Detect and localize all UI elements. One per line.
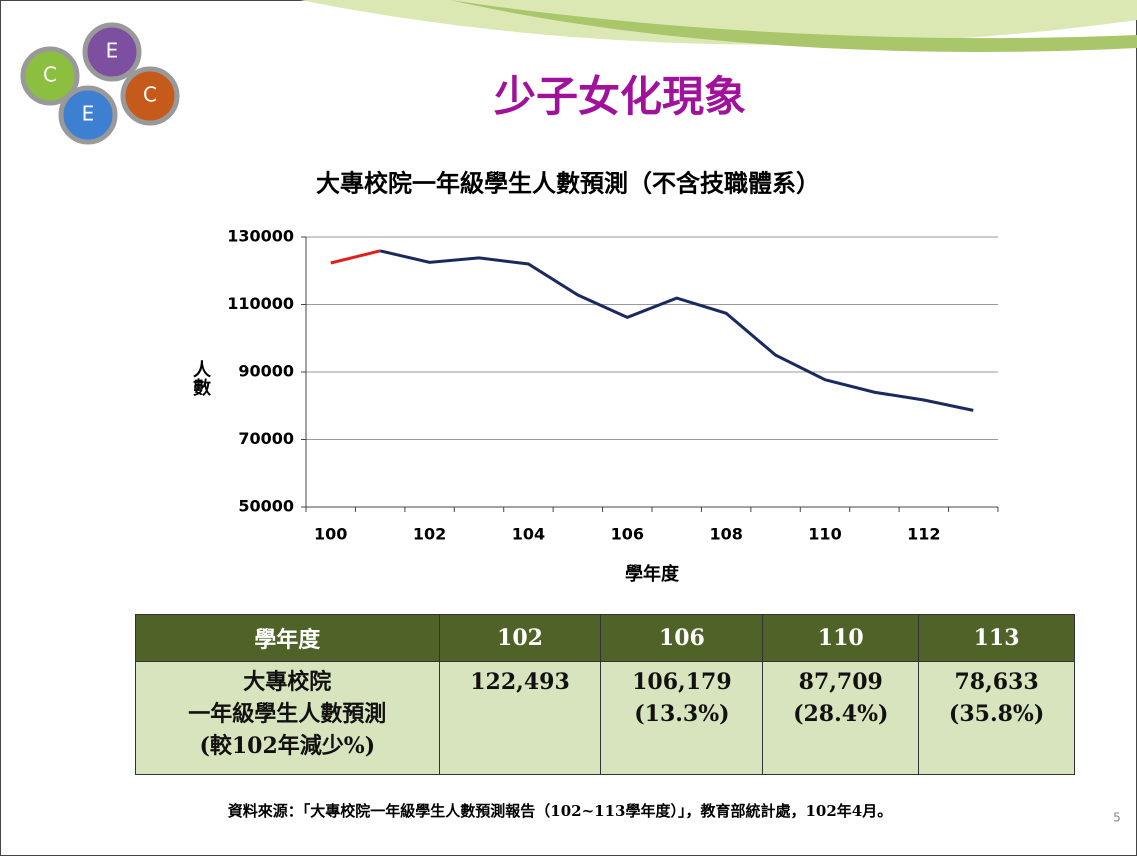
data-line [331,251,380,263]
table-cell: 78,633(35.8%) [919,662,1075,775]
chart-title: 大專校院一年級學生人數預測（不含技職體系） [316,169,820,198]
table-cell: 122,493 [439,662,601,775]
y-tick-label: 90000 [238,362,294,381]
y-tick-label: 50000 [238,497,294,516]
cell-line: 87,709 [769,666,912,698]
cell-line: 122,493 [446,666,595,698]
y-axis-label: 人數 [190,360,211,397]
x-tick-label: 102 [413,525,446,544]
data-line [380,251,973,411]
cell-line: (13.3%) [607,698,756,730]
y-tick-label: 70000 [238,429,294,448]
logo-letter: C [43,63,57,87]
table-header-cell: 113 [919,615,1075,662]
y-tick-label: 130000 [227,227,294,246]
source-note: 資料來源：「大專校院一年級學生人數預測報告（102~113學年度）」，教育部統計… [228,802,892,820]
logo-letter: E [106,39,119,63]
x-tick-label: 100 [314,525,347,544]
cell-line: 大專校院 [142,666,433,698]
table-cell: 106,179(13.3%) [601,662,763,775]
x-axis-label: 學年度 [625,563,680,585]
table-header-cell: 學年度 [136,615,440,662]
table-header-cell: 102 [439,615,601,662]
slide-title: 少子女化現象 [494,72,746,121]
x-tick-label: 110 [808,525,841,544]
cell-line: (28.4%) [769,698,912,730]
logo-letter: C [143,83,157,107]
cell-line: 78,633 [925,666,1068,698]
table-header-cell: 106 [601,615,763,662]
x-tick-label: 104 [512,525,545,544]
logo: C E C E [23,25,177,142]
table-cell: 大專校院一年級學生人數預測(較102年減少%) [136,662,440,775]
x-tick-label: 112 [907,525,940,544]
x-tick-label: 108 [709,525,742,544]
y-tick-label: 110000 [227,294,294,313]
logo-letter: E [82,102,95,126]
cell-line: (35.8%) [925,698,1068,730]
page-number: 5 [1113,811,1121,825]
cell-line: 106,179 [607,666,756,698]
cell-line: (較102年減少%) [142,730,433,762]
table-cell: 87,709(28.4%) [763,662,919,775]
table-header-cell: 110 [763,615,919,662]
slide: C E C E 少子女化現象 大專校院一年級學生人數預測（不含技職體系） 人數 … [0,0,1137,856]
x-tick-label: 106 [611,525,644,544]
cell-line: 一年級學生人數預測 [142,698,433,730]
